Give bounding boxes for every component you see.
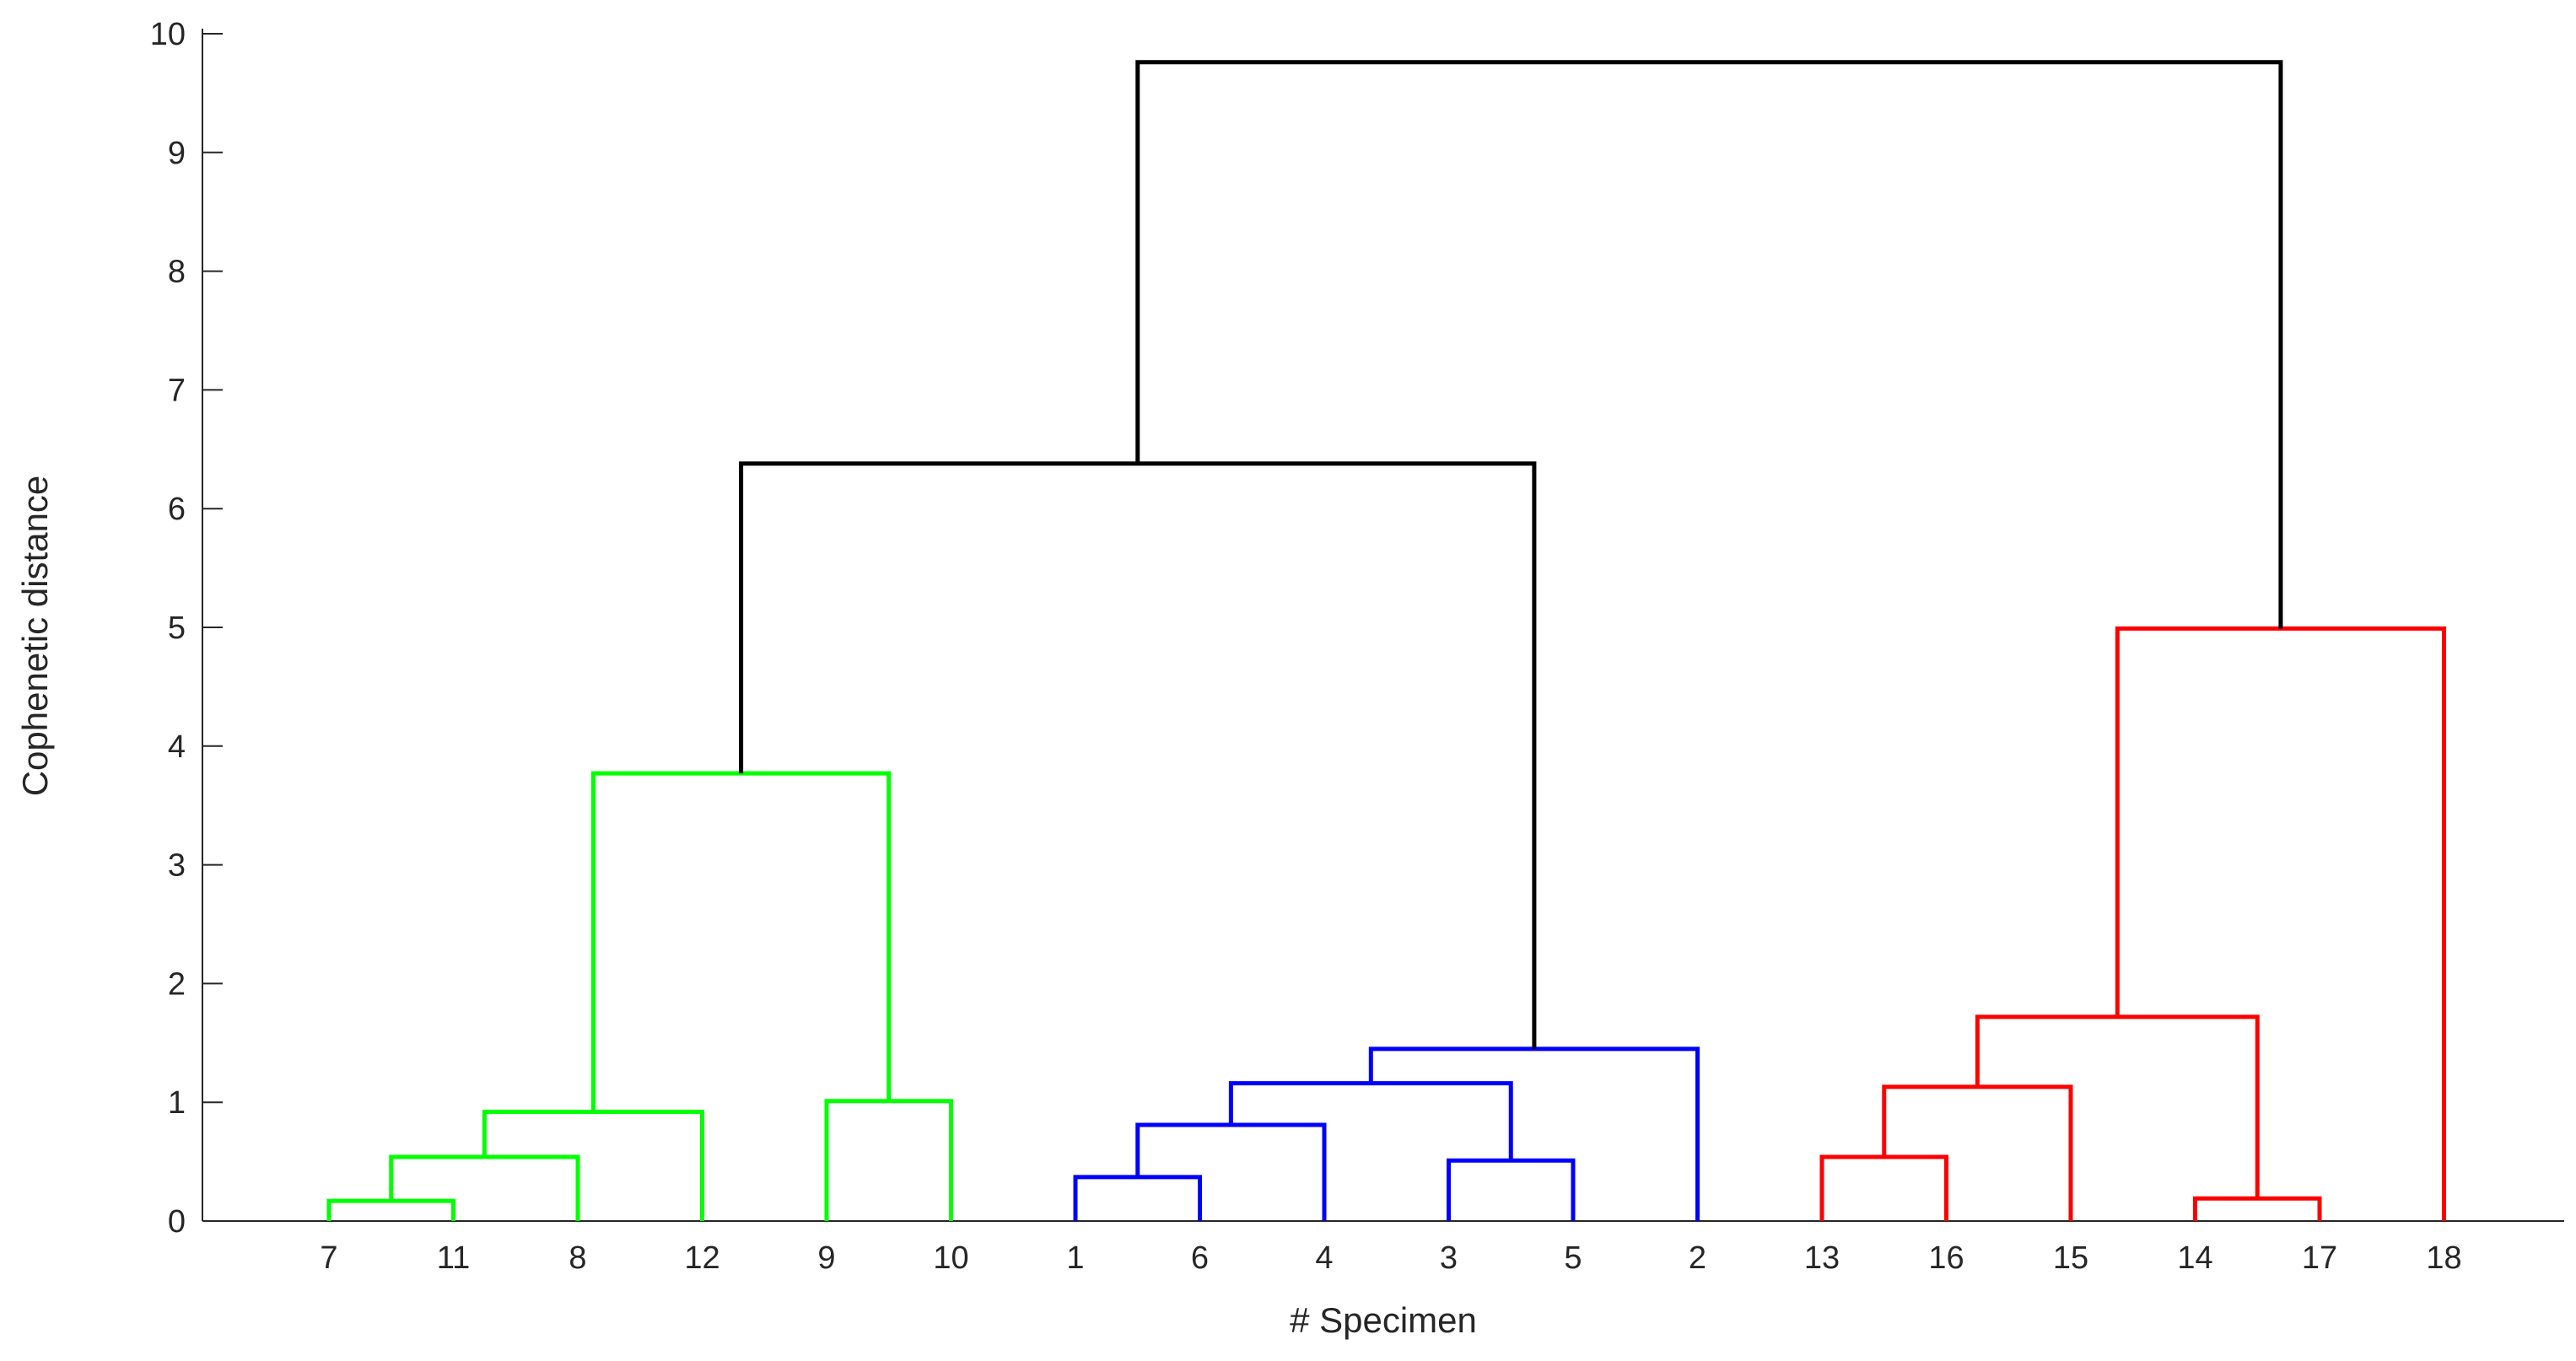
dendrogram-link-17: [1135, 60, 2283, 629]
y-tick-label: 2: [168, 966, 186, 1002]
leaf-label-8: 8: [569, 1240, 586, 1276]
leaf-label-13: 13: [1804, 1240, 1840, 1276]
leaf-label-9: 9: [817, 1240, 835, 1276]
leaf-label-11: 11: [437, 1240, 470, 1276]
y-tick-label: 1: [168, 1085, 186, 1121]
dendrogram-link-10: [1882, 1084, 2073, 1221]
dendrogram-link-12: [1368, 1046, 1700, 1221]
leaf-label-4: 4: [1315, 1240, 1333, 1276]
leaf-label-12: 12: [684, 1240, 719, 1276]
dendrogram-link-1: [326, 1198, 455, 1221]
leaf-label-15: 15: [2053, 1240, 2088, 1276]
leaf-label-16: 16: [1928, 1240, 1964, 1276]
dendrogram-link-7: [1135, 1122, 1327, 1221]
axes-group: [202, 29, 2564, 1222]
x-axis-label: # Specimen: [1290, 1300, 1477, 1340]
y-tick-label: 10: [150, 17, 186, 52]
dendrogram-link-14: [590, 771, 892, 1112]
leaf-label-6: 6: [1191, 1240, 1209, 1276]
dendrogram-link-6: [389, 1154, 580, 1221]
y-tick-label: 6: [168, 492, 186, 527]
dendrogram-link-11: [1228, 1081, 1513, 1161]
leaf-label-5: 5: [1564, 1240, 1582, 1276]
dendrogram-link-5: [1819, 1154, 1948, 1221]
y-tick-label: 8: [168, 255, 186, 290]
leaf-label-10: 10: [933, 1240, 968, 1276]
dendrogram-links: [326, 60, 2446, 1221]
dendrogram-link-4: [1447, 1158, 1576, 1221]
dendrogram-link-3: [1073, 1175, 1202, 1221]
dendrogram-link-9: [824, 1099, 953, 1221]
y-tick-label: 0: [168, 1204, 186, 1240]
leaf-labels: 7 11 8 12 9 10 1 6 4 3 5 2 13 16 15 14 17 18: [320, 1240, 2461, 1276]
dendrogram-link-15: [2115, 626, 2446, 1221]
y-tick-label: 3: [168, 848, 186, 884]
leaf-label-14: 14: [2177, 1240, 2212, 1276]
leaf-label-3: 3: [1440, 1240, 1458, 1276]
leaf-label-7: 7: [320, 1240, 337, 1276]
leaf-label-2: 2: [1689, 1240, 1706, 1276]
leaf-label-18: 18: [2426, 1240, 2461, 1276]
y-tick-label: 9: [168, 136, 186, 171]
dendrogram-link-13: [1975, 1014, 2260, 1199]
dendrogram-link-16: [739, 461, 1537, 1049]
y-tick-labels: 0 1 2 3 4 5 6 7 8 9 10: [150, 17, 186, 1240]
leaf-label-1: 1: [1066, 1240, 1084, 1276]
dendrogram-link-2: [2193, 1196, 2322, 1221]
dendrogram-link-8: [482, 1109, 704, 1221]
y-tick-label: 4: [168, 729, 186, 765]
leaf-label-17: 17: [2302, 1240, 2337, 1276]
y-axis-label: Cophenetic distance: [15, 476, 55, 797]
y-tick-label: 5: [168, 611, 186, 646]
y-tick-label: 7: [168, 373, 186, 408]
